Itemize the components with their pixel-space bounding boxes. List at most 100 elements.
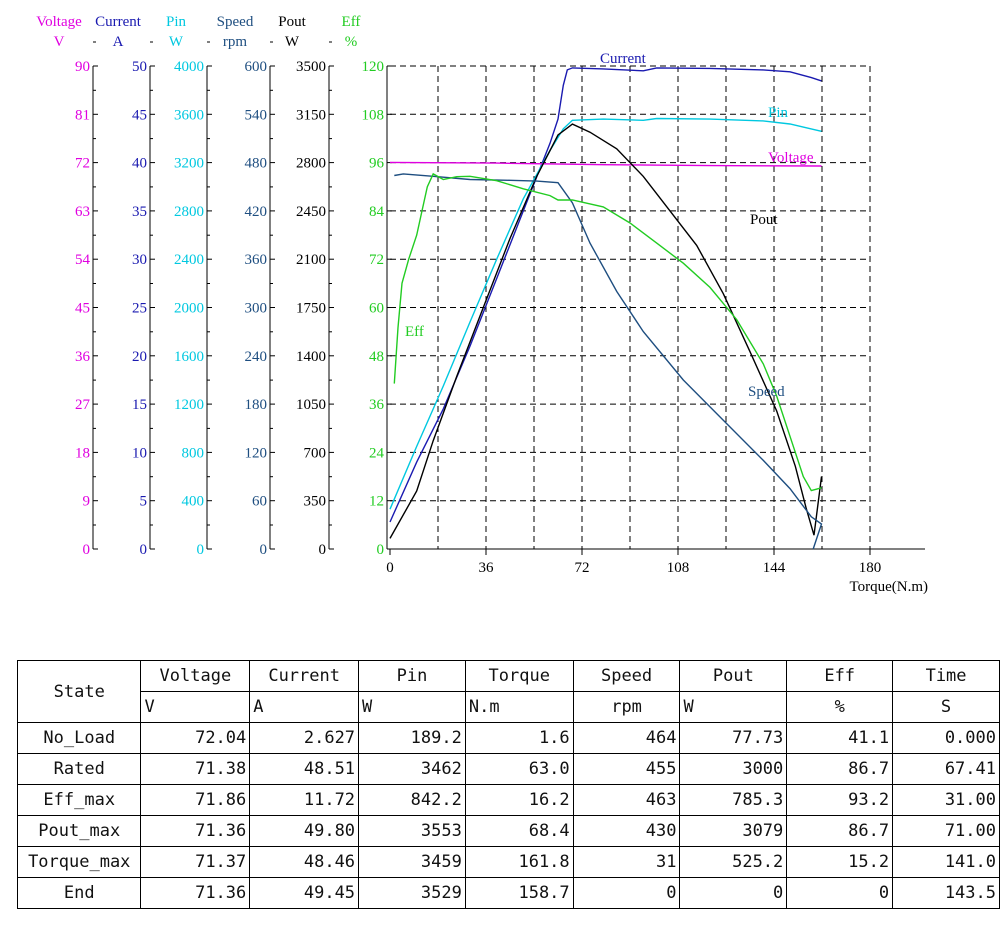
current-tick-label: 50	[132, 59, 147, 75]
value-cell: 463	[572, 784, 681, 816]
column-unit: W	[679, 691, 788, 723]
value-cell: 2.627	[249, 722, 360, 754]
voltage-tick-label: 0	[83, 542, 91, 558]
value-cell: 3000	[679, 753, 788, 785]
pin-tick-label: 0	[197, 542, 205, 558]
speed-tick-label: 540	[245, 107, 268, 123]
pin-tick-label: 4000	[174, 59, 204, 75]
column-header: Current	[249, 660, 360, 692]
pout-tick-label: 0	[319, 542, 327, 558]
pin-tick-label: 3200	[174, 156, 204, 172]
voltage-tick-label: 81	[75, 107, 90, 123]
table-row: Torque_max 71.37 48.46 3459 161.8 31 525.2 15.2…	[16, 846, 1000, 878]
pout-tick-label: 2450	[296, 204, 326, 220]
eff-tick-label: 24	[369, 445, 385, 461]
value-cell: 0	[786, 877, 894, 909]
pout-tick-label: 1750	[296, 301, 326, 317]
current-tick-label: 20	[132, 349, 147, 365]
value-cell: 67.41	[892, 753, 1000, 785]
eff-tick-label: 72	[369, 252, 384, 268]
pin-tick-label: 3600	[174, 107, 204, 123]
value-cell: 464	[572, 722, 681, 754]
series-label-current: Current	[600, 51, 647, 67]
value-cell: 0	[679, 877, 788, 909]
value-cell: 41.1	[786, 722, 894, 754]
column-unit: %	[786, 691, 894, 723]
state-cell: Rated	[16, 753, 142, 785]
speed-tick-label: 240	[245, 349, 268, 365]
table-row: End 71.36 49.45 3529 158.7 0 0 0 143.5	[16, 877, 1000, 909]
eff-axis-unit: %	[345, 34, 358, 50]
value-cell: 3529	[358, 877, 466, 909]
value-cell: 71.38	[140, 753, 251, 785]
state-cell: Pout_max	[16, 815, 142, 847]
series-label-pin: Pin	[768, 105, 789, 121]
value-cell: 71.36	[140, 815, 251, 847]
value-cell: 48.46	[249, 846, 360, 878]
state-cell: No_Load	[16, 722, 142, 754]
x-tick-label: 108	[667, 560, 690, 576]
value-cell: 63.0	[464, 753, 574, 785]
voltage-axis-unit: V	[54, 34, 65, 50]
series-line-voltage	[389, 161, 822, 167]
column-unit: N.m	[464, 691, 574, 723]
value-cell: 3459	[358, 846, 466, 878]
pin-axis-name: Pin	[166, 14, 187, 30]
speed-tick-label: 120	[245, 445, 268, 461]
pin-tick-label: 2000	[174, 301, 204, 317]
value-cell: 71.36	[140, 877, 251, 909]
state-cell: End	[16, 877, 142, 909]
table-row: Eff_max 71.86 11.72 842.2 16.2 463 785.3 93.2 31…	[16, 784, 1000, 816]
pin-tick-label: 400	[182, 494, 205, 510]
value-cell: 48.51	[249, 753, 360, 785]
table-header-row: State Voltage Current Pin Torque Speed Pout Eff…	[16, 660, 1000, 723]
voltage-tick-label: 45	[75, 301, 90, 317]
value-cell: 86.7	[786, 753, 894, 785]
pout-tick-label: 2100	[296, 252, 326, 268]
pin-tick-label: 2800	[174, 204, 204, 220]
value-cell: 3553	[358, 815, 466, 847]
value-cell: 430	[572, 815, 681, 847]
value-cell: 68.4	[464, 815, 574, 847]
eff-tick-label: 48	[369, 349, 384, 365]
speed-tick-label: 600	[245, 59, 268, 75]
state-cell: Torque_max	[16, 846, 142, 878]
value-cell: 71.00	[892, 815, 1000, 847]
column-unit: S	[892, 691, 1000, 723]
value-cell: 158.7	[464, 877, 574, 909]
value-cell: 1.6	[464, 722, 574, 754]
value-cell: 72.04	[140, 722, 251, 754]
series-line-current	[389, 67, 822, 523]
pout-tick-label: 350	[304, 494, 327, 510]
value-cell: 31	[572, 846, 681, 878]
current-tick-label: 45	[132, 107, 147, 123]
speed-tick-label: 420	[245, 204, 268, 220]
column-unit: V	[140, 691, 251, 723]
results-table: State Voltage Current Pin Torque Speed Pout Eff…	[16, 660, 1000, 909]
pin-axis-unit: W	[169, 34, 184, 50]
value-cell: 525.2	[679, 846, 788, 878]
series-label-eff: Eff	[405, 324, 424, 340]
current-tick-label: 5	[140, 494, 148, 510]
x-tick-label: 0	[386, 560, 394, 576]
table-row: Rated 71.38 48.51 3462 63.0 455 3000 86.7 67.41	[16, 753, 1000, 785]
voltage-tick-label: 72	[75, 156, 90, 172]
current-tick-label: 0	[140, 542, 148, 558]
voltage-tick-label: 54	[75, 252, 91, 268]
eff-tick-label: 12	[369, 494, 384, 510]
value-cell: 71.37	[140, 846, 251, 878]
speed-tick-label: 0	[260, 542, 268, 558]
value-cell: 49.45	[249, 877, 360, 909]
eff-tick-label: 84	[369, 204, 385, 220]
value-cell: 71.86	[140, 784, 251, 816]
pin-tick-label: 800	[182, 445, 205, 461]
column-unit: rpm	[572, 691, 681, 723]
pout-tick-label: 2800	[296, 156, 326, 172]
value-cell: 31.00	[892, 784, 1000, 816]
speed-tick-label: 300	[245, 301, 268, 317]
current-axis-unit: A	[113, 34, 124, 50]
value-cell: 86.7	[786, 815, 894, 847]
value-cell: 161.8	[464, 846, 574, 878]
series-line-speed	[394, 173, 823, 550]
pout-tick-label: 3150	[296, 107, 326, 123]
